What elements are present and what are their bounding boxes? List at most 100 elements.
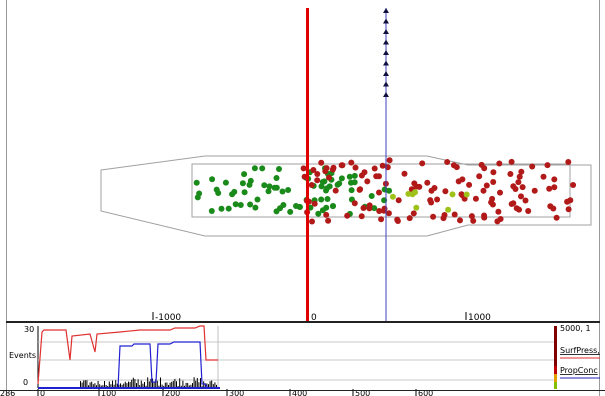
event-count-bar xyxy=(209,381,211,388)
event-count-bar xyxy=(198,382,200,388)
event-count-bar xyxy=(121,384,123,388)
event-point xyxy=(376,208,383,214)
event-count-bar xyxy=(200,378,201,388)
event-point xyxy=(546,185,553,192)
event-point xyxy=(247,201,254,208)
event-count-bar xyxy=(187,383,189,388)
event-point xyxy=(463,191,470,198)
timeline-x-tick-600: 600 xyxy=(418,389,433,396)
event-point xyxy=(459,176,466,183)
event-point xyxy=(472,195,479,202)
event-count-bar xyxy=(160,377,161,388)
event-point xyxy=(225,205,232,212)
event-count-bar xyxy=(108,381,110,388)
stage-marker-triangle xyxy=(383,92,389,97)
event-count-bar xyxy=(89,382,91,388)
event-point xyxy=(570,182,577,188)
event-point xyxy=(239,180,246,187)
treatment-timeline-plot[interactable]: 30 Events 0 5000, 1 SurfPress, PropConc … xyxy=(0,322,605,396)
event-point xyxy=(440,215,447,222)
event-count-bar xyxy=(182,380,184,388)
event-point xyxy=(332,187,339,194)
event-point xyxy=(413,183,420,190)
event-point xyxy=(444,159,451,165)
event-count-bar xyxy=(105,385,107,388)
event-point xyxy=(394,216,401,223)
event-point xyxy=(218,205,225,212)
event-point xyxy=(287,208,294,215)
timeline-y-max: 30 xyxy=(24,325,34,334)
event-point xyxy=(478,161,485,168)
event-count-bar xyxy=(190,384,192,388)
event-point xyxy=(489,201,496,208)
event-point xyxy=(412,189,418,196)
event-count-bar xyxy=(171,381,173,388)
color-scale-dark-red xyxy=(554,326,557,366)
event-count-bar xyxy=(116,383,118,388)
event-point xyxy=(209,176,216,183)
bottom-border xyxy=(0,390,605,391)
legend-surfpress-label[interactable]: SurfPress, xyxy=(560,346,600,355)
proppant-concentration-line xyxy=(38,341,218,389)
event-point xyxy=(279,188,286,195)
event-map-plot[interactable]: -1000 0 1000 xyxy=(0,0,605,322)
event-point xyxy=(261,182,268,189)
event-count-bar xyxy=(163,385,165,388)
event-point xyxy=(360,205,367,211)
event-point xyxy=(315,210,322,217)
event-point xyxy=(241,189,248,196)
event-count-bar xyxy=(204,383,206,388)
event-point xyxy=(334,181,341,188)
event-point xyxy=(208,208,215,214)
event-point xyxy=(544,162,551,169)
event-point xyxy=(325,217,332,224)
event-count-bar xyxy=(201,385,203,388)
event-point xyxy=(280,202,287,208)
event-count-bar xyxy=(134,379,136,388)
event-point xyxy=(413,204,420,211)
timeline-x-tick-0: 0 xyxy=(40,389,45,396)
event-point xyxy=(318,159,325,166)
event-point xyxy=(364,178,371,185)
event-count-bar xyxy=(136,383,137,388)
event-count-bar xyxy=(153,381,155,388)
event-point xyxy=(338,162,345,169)
event-count-bar xyxy=(123,383,125,388)
event-point xyxy=(368,193,375,199)
event-point xyxy=(476,173,483,180)
event-point xyxy=(329,166,336,173)
event-point xyxy=(510,200,517,207)
event-point xyxy=(453,164,460,171)
event-point xyxy=(311,200,318,207)
timeline-y-min: 0 xyxy=(23,378,28,387)
panel-divider[interactable] xyxy=(6,321,600,323)
event-point xyxy=(215,190,222,196)
event-count-bar xyxy=(180,385,182,388)
event-point xyxy=(338,175,345,182)
event-point xyxy=(389,193,396,200)
timeline-x-tick-286: 286 xyxy=(0,389,15,396)
event-point xyxy=(496,160,503,167)
event-point xyxy=(318,183,325,190)
event-count-bar xyxy=(148,381,150,388)
timeline-x-tick-200: 200 xyxy=(165,389,180,396)
event-point xyxy=(324,196,331,202)
stage-marker-triangle xyxy=(383,81,389,87)
event-count-bar xyxy=(169,382,171,388)
event-point xyxy=(457,217,463,224)
event-count-bar xyxy=(144,382,145,388)
event-point xyxy=(237,202,244,208)
event-point xyxy=(273,175,280,181)
event-point xyxy=(424,179,431,186)
legend-propconc-label[interactable]: PropConc xyxy=(560,366,598,375)
event-count-bar xyxy=(208,384,209,388)
event-point xyxy=(381,205,388,212)
event-point xyxy=(565,159,572,165)
event-point xyxy=(379,162,386,169)
event-point xyxy=(386,187,393,194)
event-count-bar xyxy=(195,380,197,388)
stage-marker-triangle xyxy=(383,29,389,34)
color-scale-orange xyxy=(554,374,557,382)
event-count-bar xyxy=(99,384,101,388)
